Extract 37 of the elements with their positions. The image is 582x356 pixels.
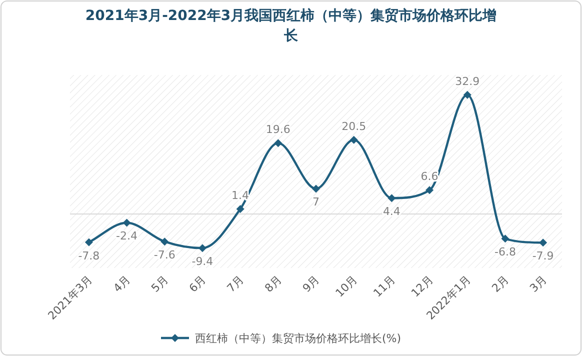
point: [501, 234, 510, 243]
point: [198, 244, 206, 252]
point: [160, 238, 169, 246]
point: [236, 204, 244, 213]
x-tick-label: 3月: [527, 272, 550, 295]
point: [388, 194, 396, 202]
data-label: -6.8: [494, 246, 516, 259]
x-tick-label: 9月: [300, 272, 322, 295]
data-label: 20.5: [342, 120, 366, 133]
x-tick-label: 12月: [408, 272, 436, 300]
x-tick-label: 6月: [186, 272, 209, 295]
x-tick-label: 2月: [489, 272, 512, 295]
x-tick-label: 7月: [224, 272, 246, 295]
data-label: -7.8: [78, 249, 100, 262]
x-tick-label: 11月: [370, 272, 398, 300]
point: [350, 136, 358, 144]
data-label: 4.4: [382, 205, 400, 218]
x-tick-label: 8月: [262, 272, 284, 295]
point: [426, 186, 434, 194]
point: [312, 184, 320, 193]
point: [274, 139, 282, 148]
data-label: 32.9: [455, 74, 480, 88]
x-tick-label: 4月: [110, 272, 133, 295]
data-label: 19.6: [266, 123, 290, 136]
point: [539, 238, 548, 247]
data-label: -2.4: [116, 230, 138, 243]
x-tick-label: 5月: [148, 272, 171, 295]
point: [122, 218, 131, 227]
data-label: -9.4: [192, 255, 214, 268]
point: [463, 90, 472, 99]
data-label: -7.9: [532, 250, 554, 263]
x-tick-label: 10月: [333, 272, 360, 300]
chart-title: 2021年3月-2022年3月我国西红柿（中等）集贸市场价格环比增长: [84, 6, 498, 46]
legend-label: 西红柿（中等）集贸市场价格环比增长(%): [195, 332, 402, 345]
data-label: 7: [312, 196, 320, 209]
data-label: -7.6: [154, 248, 176, 262]
point: [84, 238, 93, 246]
